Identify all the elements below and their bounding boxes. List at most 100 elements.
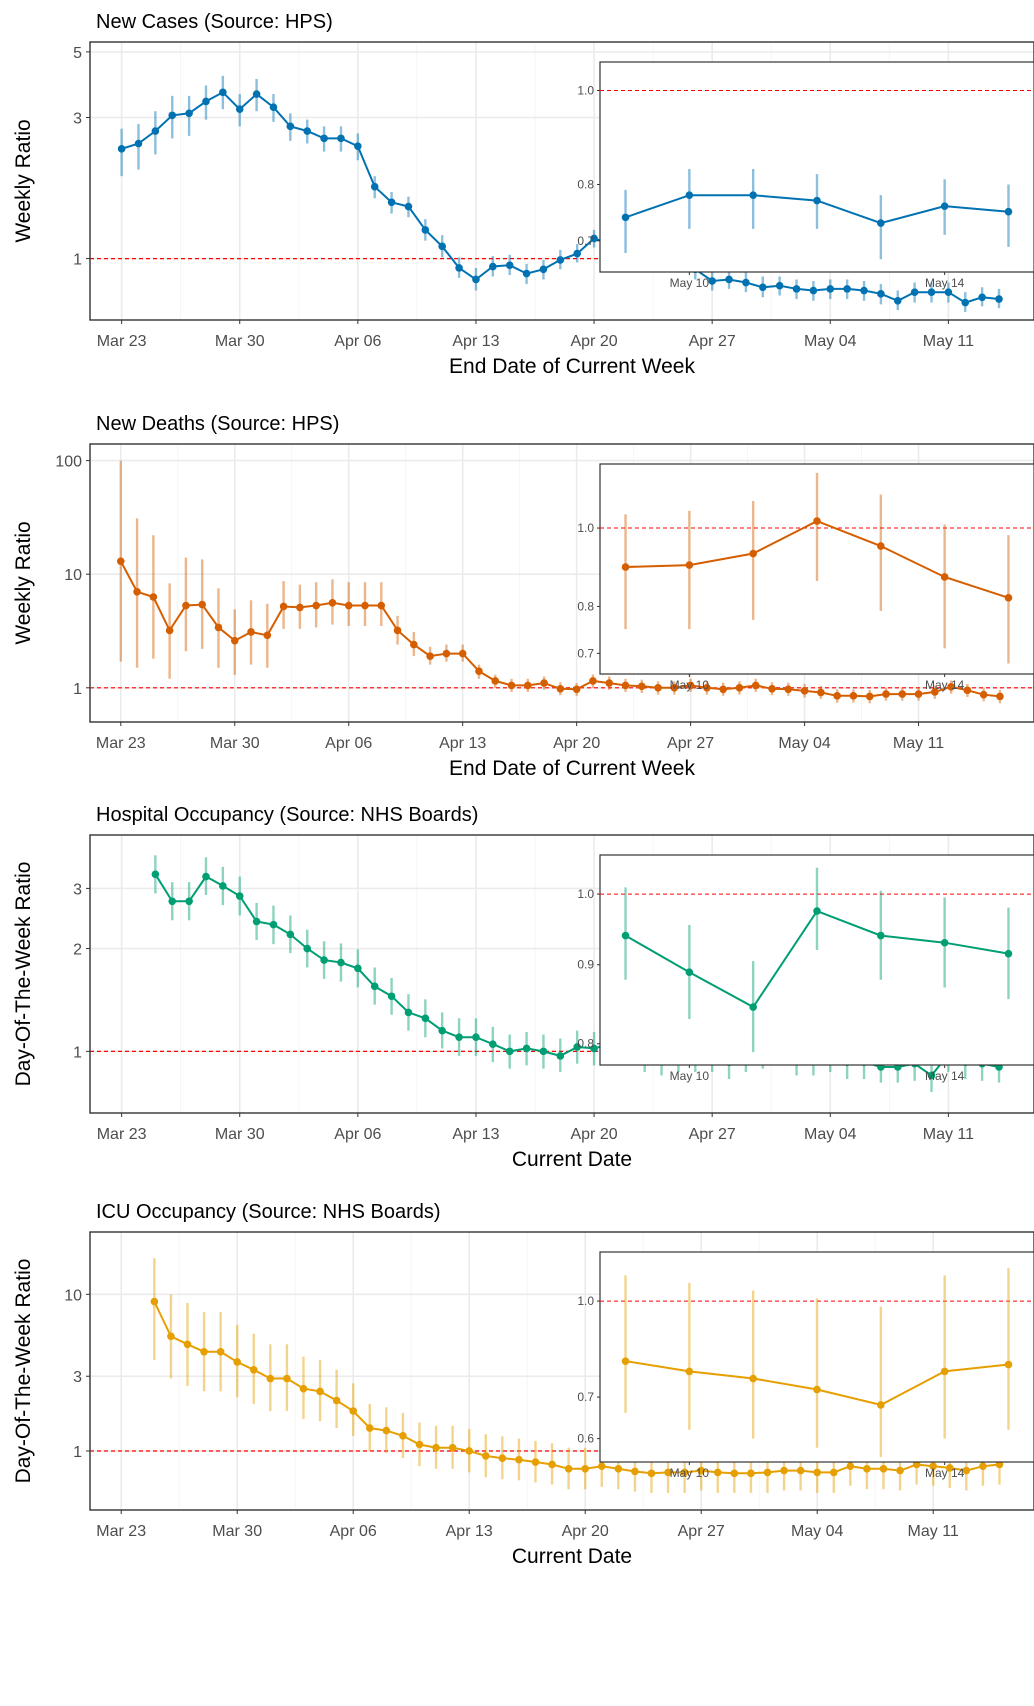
inset-data-point bbox=[749, 549, 757, 558]
data-point bbox=[472, 275, 480, 284]
data-point bbox=[370, 182, 379, 191]
chart-title: New Deaths (Source: HPS) bbox=[96, 413, 339, 435]
inset-y-tick-label: 1.0 bbox=[577, 84, 594, 98]
inset-y-tick-label: 0.8 bbox=[577, 1037, 594, 1051]
data-point bbox=[202, 97, 210, 106]
data-point bbox=[846, 1462, 855, 1470]
data-point bbox=[354, 142, 362, 150]
x-tick-label: Mar 23 bbox=[97, 1126, 147, 1143]
inset-data-point bbox=[877, 1401, 885, 1409]
y-axis-title: Weekly Ratio bbox=[12, 521, 35, 644]
data-point bbox=[792, 285, 801, 293]
y-tick-label: 1 bbox=[73, 1444, 82, 1461]
y-tick-label: 100 bbox=[55, 454, 82, 471]
series-line bbox=[153, 1301, 1000, 1475]
data-point bbox=[235, 892, 244, 900]
inset-x-tick-label: May 10 bbox=[670, 678, 710, 692]
data-point bbox=[117, 145, 126, 153]
x-tick-label: Mar 30 bbox=[212, 1523, 262, 1540]
inset-data-point bbox=[685, 191, 694, 199]
data-point bbox=[931, 688, 939, 696]
data-point bbox=[882, 690, 890, 698]
data-point bbox=[670, 684, 679, 692]
panel-border bbox=[89, 834, 1034, 1114]
data-point bbox=[719, 685, 727, 694]
data-point bbox=[556, 1052, 565, 1060]
data-point bbox=[605, 679, 614, 687]
data-point bbox=[150, 1297, 159, 1306]
x-tick-label: Apr 13 bbox=[446, 1523, 493, 1540]
data-point bbox=[979, 1462, 987, 1470]
data-point bbox=[491, 677, 500, 685]
data-point bbox=[472, 1033, 480, 1042]
y-tick-label: 3 bbox=[73, 881, 82, 898]
data-point bbox=[410, 640, 418, 649]
data-point bbox=[735, 684, 744, 692]
data-point bbox=[249, 1365, 258, 1374]
data-point bbox=[303, 944, 312, 953]
data-point bbox=[448, 1443, 457, 1452]
data-point bbox=[387, 198, 396, 207]
data-point bbox=[507, 681, 516, 690]
data-point bbox=[183, 1340, 192, 1349]
data-point bbox=[927, 1071, 936, 1080]
inset-border bbox=[599, 463, 1034, 675]
inset-panel: 0.7 0.8 1.0 May 10 May 14 bbox=[577, 61, 1034, 290]
y-tick-label: 1 bbox=[73, 1044, 82, 1061]
data-point bbox=[167, 1332, 175, 1341]
x-tick-label: Apr 06 bbox=[325, 735, 372, 752]
data-point bbox=[168, 897, 177, 906]
data-point bbox=[631, 1467, 639, 1476]
inset-data-point bbox=[621, 563, 630, 571]
x-tick-label: Mar 30 bbox=[210, 735, 260, 752]
data-point bbox=[354, 964, 362, 973]
data-point bbox=[505, 1047, 514, 1056]
data-point bbox=[515, 1455, 523, 1464]
data-point bbox=[531, 1458, 540, 1466]
data-point bbox=[299, 1384, 308, 1393]
data-point bbox=[751, 681, 760, 690]
data-point bbox=[703, 684, 711, 692]
y-tick-label: 3 bbox=[73, 1369, 82, 1386]
inset-border bbox=[599, 1251, 1034, 1463]
inset-x-tick-label: May 10 bbox=[670, 1466, 710, 1480]
data-point bbox=[230, 636, 239, 645]
inset-data-point bbox=[1004, 949, 1013, 958]
data-point bbox=[995, 295, 1003, 303]
data-point bbox=[151, 870, 160, 879]
x-tick-label: May 11 bbox=[923, 1126, 974, 1143]
data-point bbox=[597, 1462, 606, 1470]
data-point bbox=[524, 681, 532, 690]
data-point bbox=[283, 1374, 291, 1383]
x-tick-label: Mar 23 bbox=[96, 735, 146, 752]
data-point bbox=[813, 1468, 821, 1477]
y-tick-label: 1 bbox=[73, 681, 82, 698]
data-point bbox=[370, 982, 379, 991]
data-point bbox=[247, 628, 255, 636]
data-point bbox=[686, 681, 695, 690]
data-point bbox=[826, 285, 835, 293]
x-tick-label: Mar 23 bbox=[97, 333, 147, 350]
inset-data-point bbox=[877, 542, 885, 550]
data-point bbox=[133, 587, 141, 596]
inset-y-tick-label: 0.8 bbox=[577, 178, 594, 192]
x-tick-label: Apr 06 bbox=[334, 333, 381, 350]
x-tick-label: Mar 30 bbox=[215, 1126, 265, 1143]
data-point bbox=[320, 956, 328, 964]
data-point bbox=[296, 603, 304, 612]
x-tick-label: Apr 27 bbox=[689, 333, 736, 350]
inset-data-point bbox=[813, 517, 821, 525]
x-tick-label: Apr 27 bbox=[667, 735, 714, 752]
data-point bbox=[219, 882, 227, 890]
data-point bbox=[185, 897, 193, 906]
data-point bbox=[945, 1464, 954, 1472]
data-point bbox=[910, 288, 919, 296]
data-point bbox=[730, 1469, 739, 1478]
x-tick-label: Apr 06 bbox=[330, 1523, 377, 1540]
data-point bbox=[780, 1466, 788, 1475]
x-tick-label: May 04 bbox=[804, 1126, 857, 1143]
data-point bbox=[614, 1464, 623, 1473]
data-point bbox=[654, 684, 662, 692]
chart-panel-4: 1 3 10 Mar 23 Mar 30 Apr 06 Apr 13 Apr 20 Apr 27… bbox=[12, 1201, 1034, 1568]
data-point bbox=[458, 649, 467, 658]
